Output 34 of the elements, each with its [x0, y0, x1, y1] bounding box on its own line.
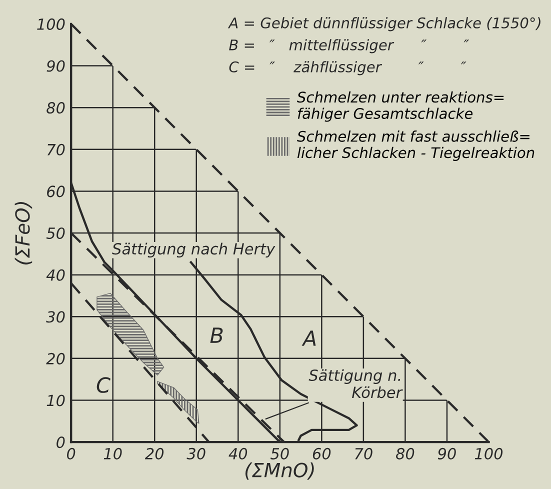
legend-label: Schmelzen unter reaktions= fähiger Gesamtschlacke: [297, 91, 504, 122]
y-tick-label: 10: [46, 394, 65, 406]
y-tick-label: 0: [56, 436, 65, 448]
x-tick-label: 90: [438, 448, 456, 460]
x-tick-label: 60: [312, 448, 331, 460]
x-tick-label: 30: [186, 448, 206, 460]
y-tick-label: 70: [48, 144, 65, 156]
annotation: A: [302, 330, 316, 346]
x-tick-label: 50: [270, 448, 289, 460]
x-tick-label: 80: [396, 448, 414, 460]
annotation: Sättigung nach Herty: [112, 242, 276, 258]
x-tick-label: 20: [144, 448, 164, 460]
y-tick-label: 20: [46, 352, 65, 364]
annotation: B = ″ mittelflüssiger ″ ″: [229, 39, 470, 54]
y-tick-label: 60: [47, 186, 65, 198]
y-tick-label: 80: [46, 102, 65, 114]
x-tick-label: 100: [474, 448, 503, 460]
annotation: C: [96, 377, 110, 393]
legend-label: Schmelzen mit fast ausschließ= licher Schlacken - Tiegelreaktion: [297, 130, 534, 162]
y-tick-label: 100: [37, 18, 65, 30]
annotation: B: [210, 328, 223, 343]
y-tick-label: 30: [46, 311, 65, 323]
y-axis-title: (ΣFeO): [14, 202, 32, 264]
x-tick-label: 10: [104, 448, 122, 460]
y-tick-label: 40: [46, 269, 65, 281]
x-tick-label: 0: [66, 448, 76, 460]
y-tick-label: 90: [46, 60, 65, 72]
annotation: Sättigung n. Körber: [308, 369, 403, 398]
annotation: A = Gebiet dünnflüssiger Schlacke (1550°): [228, 17, 540, 32]
x-axis-title: (ΣMnO): [245, 462, 314, 480]
y-tick-label: 50: [46, 227, 65, 240]
annotation: C = ″ zähflüssiger ″ ″: [229, 61, 466, 76]
x-tick-label: 70: [355, 448, 372, 460]
x-tick-label: 40: [228, 448, 248, 460]
